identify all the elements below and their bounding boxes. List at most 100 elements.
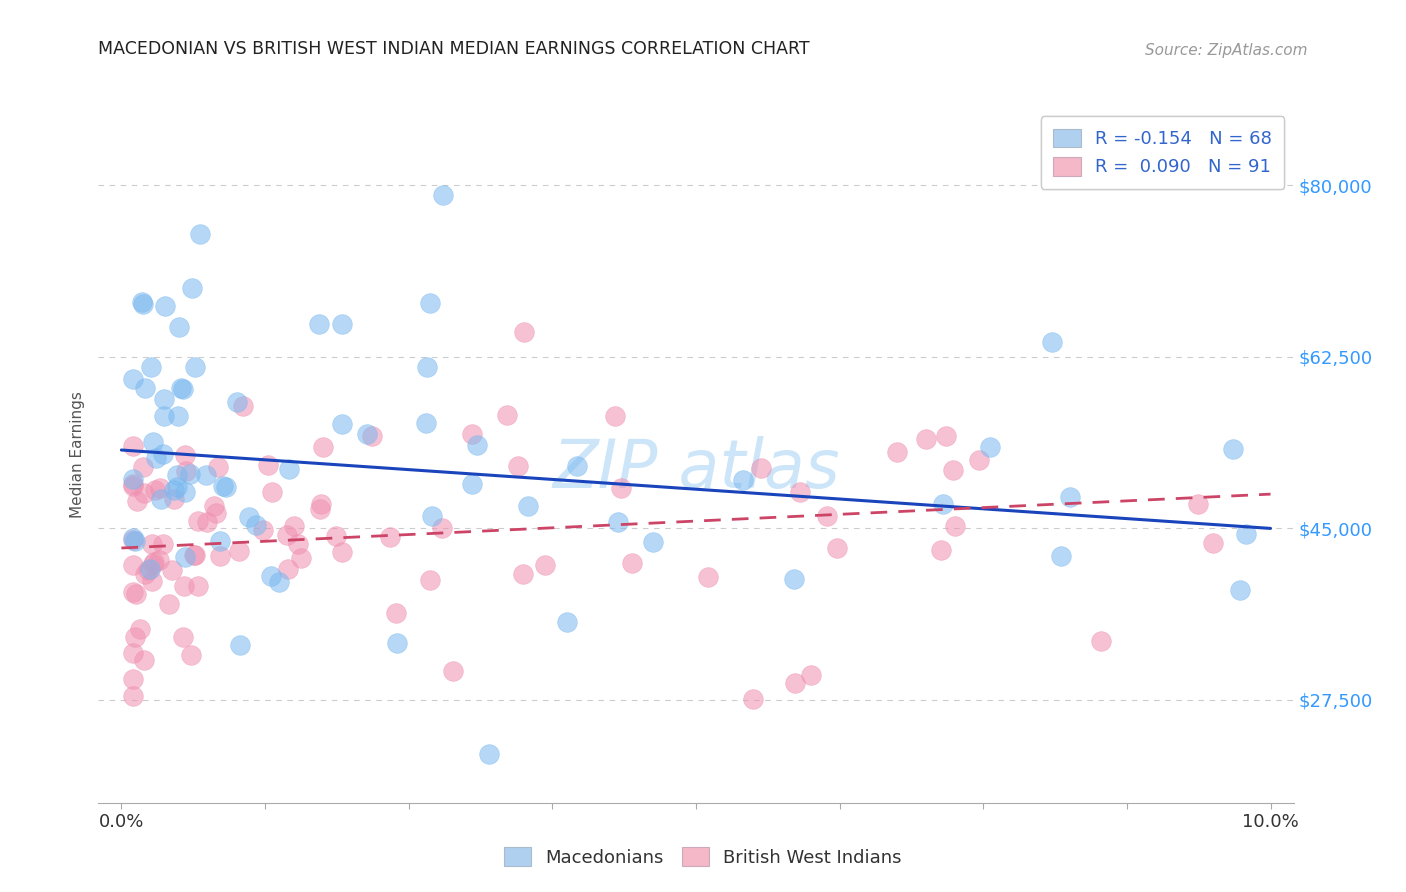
Point [139, 562, 162, 576]
Point [330, 317, 353, 331]
Point [742, 692, 765, 706]
Point [122, 372, 145, 386]
Point [148, 482, 170, 496]
Point [1040, 335, 1063, 350]
Point [621, 557, 644, 571]
Point [163, 483, 186, 497]
Point [174, 485, 197, 500]
Point [173, 579, 195, 593]
Point [783, 572, 806, 586]
Point [228, 638, 250, 652]
Point [169, 319, 191, 334]
Point [122, 533, 145, 547]
Point [461, 427, 484, 442]
Point [1050, 549, 1073, 564]
Point [139, 359, 162, 374]
Point [215, 479, 238, 493]
Point [461, 476, 484, 491]
Legend: Macedonians, British West Indians: Macedonians, British West Indians [496, 840, 910, 874]
Point [172, 382, 194, 396]
Point [136, 563, 159, 577]
Point [419, 573, 441, 587]
Point [152, 447, 174, 461]
Point [160, 564, 183, 578]
Point [141, 574, 163, 589]
Point [159, 597, 181, 611]
Point [122, 585, 145, 599]
Point [378, 530, 401, 544]
Point [419, 295, 441, 310]
Point [260, 569, 283, 583]
Point [1234, 527, 1257, 541]
Point [1090, 633, 1112, 648]
Point [277, 462, 299, 476]
Point [506, 458, 529, 473]
Point [277, 561, 299, 575]
Point [204, 506, 226, 520]
Point [325, 529, 347, 543]
Point [262, 484, 284, 499]
Point [1202, 536, 1225, 550]
Point [432, 188, 454, 202]
Point [496, 409, 519, 423]
Point [124, 534, 146, 549]
Point [150, 491, 173, 506]
Point [609, 481, 631, 495]
Point [287, 536, 309, 550]
Point [124, 630, 146, 644]
Point [167, 409, 190, 423]
Point [465, 438, 488, 452]
Point [1222, 442, 1244, 457]
Point [267, 574, 290, 589]
Text: MACEDONIAN VS BRITISH WEST INDIAN MEDIAN EARNINGS CORRELATION CHART: MACEDONIAN VS BRITISH WEST INDIAN MEDIAN… [98, 40, 810, 58]
Point [142, 434, 165, 449]
Point [195, 515, 218, 529]
Point [555, 615, 578, 629]
Point [942, 463, 965, 477]
Point [142, 558, 165, 572]
Point [534, 558, 557, 572]
Point [441, 664, 464, 678]
Point [360, 429, 382, 443]
Point [226, 395, 249, 409]
Point [145, 450, 167, 465]
Point [132, 486, 155, 500]
Point [202, 500, 225, 514]
Point [931, 543, 953, 558]
Point [308, 317, 330, 331]
Point [384, 606, 406, 620]
Point [180, 648, 202, 662]
Point [163, 491, 186, 506]
Point [309, 497, 332, 511]
Point [125, 587, 148, 601]
Point [308, 502, 330, 516]
Point [606, 515, 628, 529]
Y-axis label: Median Earnings: Median Earnings [70, 392, 86, 518]
Point [122, 690, 145, 704]
Point [122, 477, 145, 491]
Point [415, 416, 437, 430]
Point [181, 281, 204, 295]
Point [187, 514, 209, 528]
Text: ZIP atlas: ZIP atlas [553, 436, 839, 502]
Point [122, 440, 145, 454]
Point [827, 541, 849, 555]
Point [967, 453, 990, 467]
Point [141, 536, 163, 550]
Point [430, 521, 453, 535]
Point [785, 675, 807, 690]
Point [170, 381, 193, 395]
Point [252, 523, 274, 537]
Point [238, 509, 260, 524]
Point [283, 519, 305, 533]
Point [134, 380, 156, 394]
Point [478, 747, 501, 761]
Point [132, 297, 155, 311]
Point [512, 326, 534, 340]
Point [155, 299, 177, 313]
Point [733, 473, 755, 487]
Point [232, 399, 254, 413]
Point [174, 550, 197, 565]
Point [332, 545, 354, 559]
Point [208, 534, 231, 549]
